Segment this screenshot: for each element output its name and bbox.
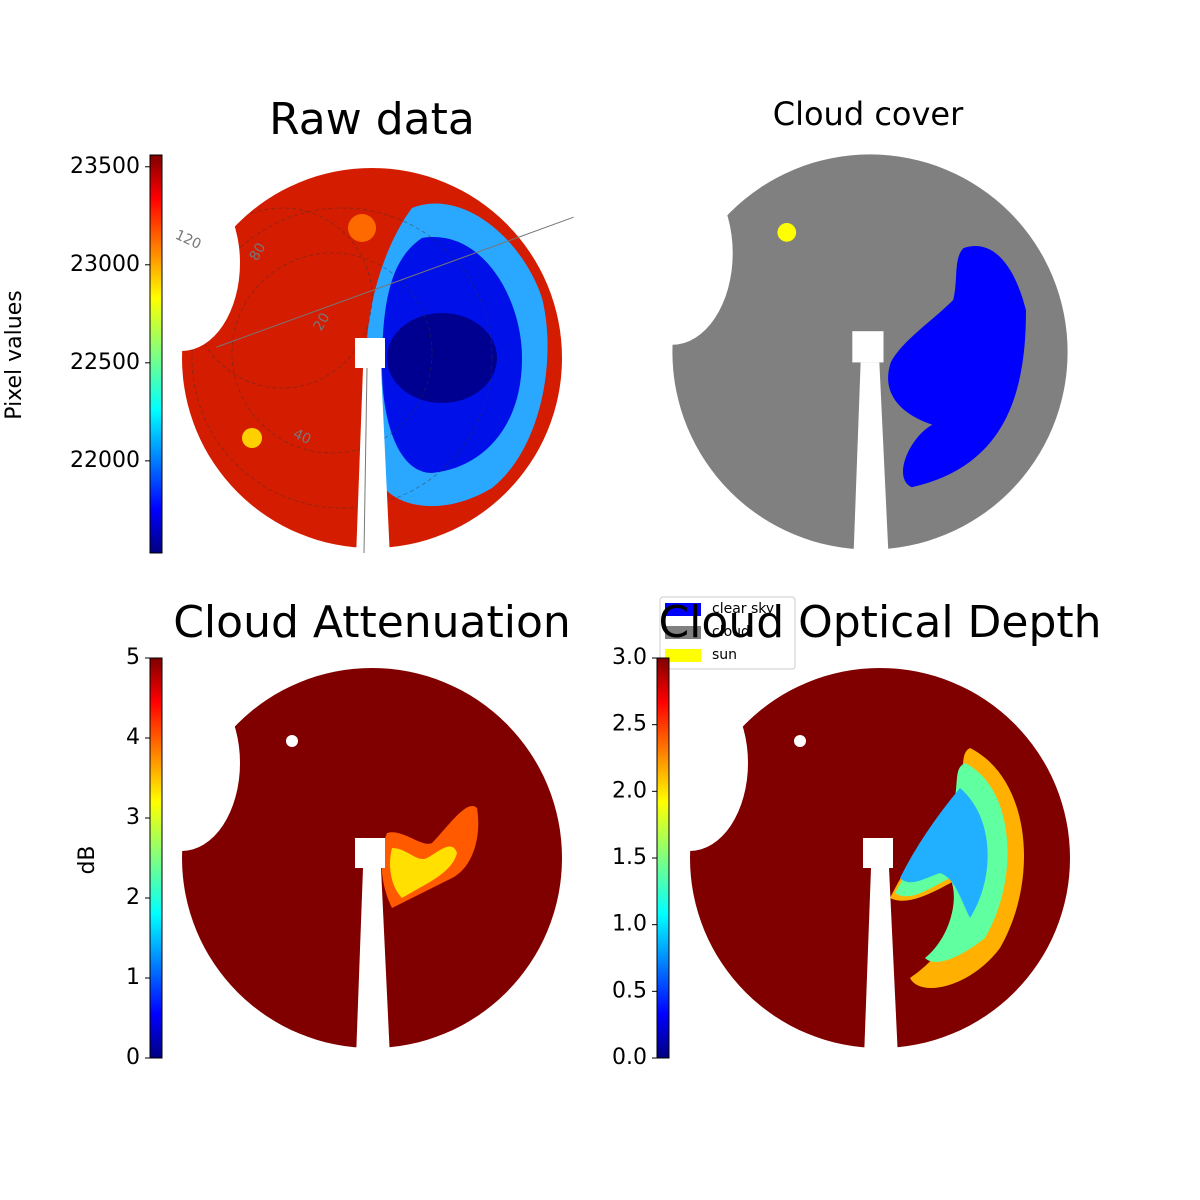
colorbar: [656, 657, 670, 1059]
colorbar-tick-label: 23500: [70, 154, 140, 179]
legend-swatch: [665, 649, 701, 662]
panel-title: Cloud Optical Depth: [658, 597, 1101, 648]
colorbar-tick-label: 3: [126, 805, 140, 830]
colorbar-tick-label: 1.0: [612, 912, 647, 937]
panel-title: Raw data: [269, 94, 475, 145]
raw-image: [172, 158, 574, 558]
legend-label: clear sky: [712, 601, 774, 617]
colorbar-tick-label: 0.5: [612, 978, 647, 1003]
colorbar-tick-label: 1.5: [612, 845, 647, 870]
colorbar-tick-label: 23000: [70, 252, 140, 277]
optical-depth-image: [680, 658, 1080, 1058]
panel-title: Cloud cover: [773, 95, 964, 133]
colorbar-tick-label: 0: [126, 1045, 140, 1070]
legend-swatch: [665, 626, 701, 639]
colorbar-tick-label: 2.5: [612, 712, 647, 737]
panel-title: Cloud Attenuation: [173, 597, 571, 648]
legend-swatch: [665, 603, 701, 616]
polar-grid-label: 20: [311, 310, 334, 333]
colorbar-tick-label: 4: [126, 725, 140, 750]
polar-grid-label: 80: [247, 240, 270, 263]
colorbar-tick-label: 3.0: [612, 645, 647, 670]
polar-grid-label: 40: [291, 426, 314, 448]
legend-label: sun: [712, 647, 737, 663]
colorbar-label: Pixel values: [2, 290, 27, 419]
colorbar: [149, 657, 163, 1059]
legend-label: cloud: [712, 624, 750, 640]
colorbar-tick-label: 1: [126, 965, 140, 990]
colorbar-label: dB: [75, 845, 100, 874]
legend: clear sky cloud sun: [659, 596, 796, 670]
colorbar-tick-label: 22000: [70, 448, 140, 473]
colorbar-tick-label: 22500: [70, 350, 140, 375]
colorbar-tick-label: 0.0: [612, 1045, 647, 1070]
colorbar-tick-label: 5: [126, 645, 140, 670]
colorbar: [149, 154, 163, 554]
attenuation-image: [172, 658, 572, 1058]
colorbar-tick-label: 2.0: [612, 778, 647, 803]
cloud-cover-image: [651, 144, 1078, 560]
colorbar-tick-label: 2: [126, 885, 140, 910]
